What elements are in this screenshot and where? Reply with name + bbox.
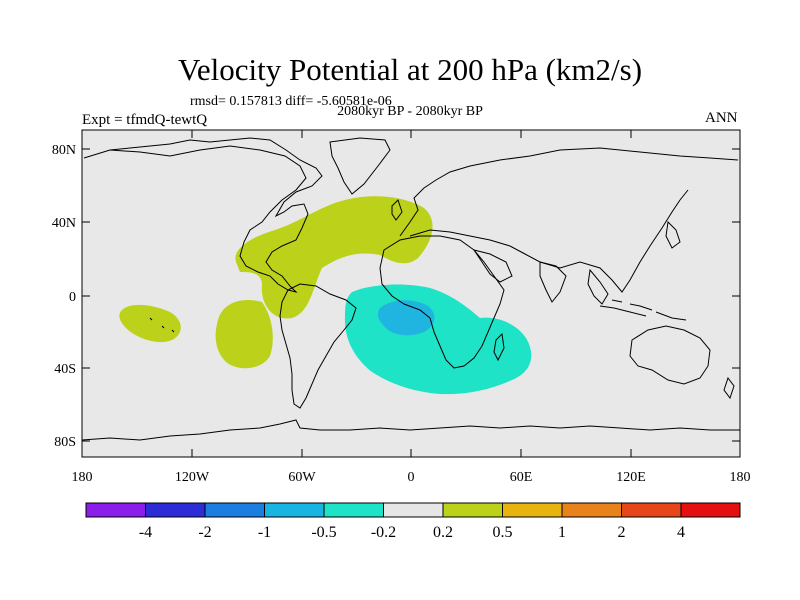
x-tick-label-180-west: 180: [72, 470, 93, 485]
colorbar-label-3: -1: [258, 524, 271, 541]
season-label: ANN: [705, 110, 738, 126]
colorbar-box-2: [145, 502, 206, 518]
colorbar-box-7: [442, 502, 503, 518]
colorbar-label-6: 0.2: [433, 524, 453, 541]
x-tick-label-60w: 60W: [288, 470, 316, 485]
colorbar-label-4: -0.5: [311, 524, 336, 541]
y-ticks: [82, 130, 740, 457]
experiment-label: Expt = tfmdQ-tewtQ: [82, 112, 208, 128]
colorbar-label-7: 0.5: [493, 524, 513, 541]
colorbar-box-3: [204, 502, 265, 518]
y-tick-label-80n: 80N: [52, 143, 76, 158]
colorbar-label-10: 4: [677, 524, 685, 541]
colorbar-box-6: [383, 502, 444, 518]
colorbar-box-10: [621, 502, 682, 518]
plot-title: Velocity Potential at 200 hPa (km2/s): [177, 52, 643, 87]
colorbar-box-11: [680, 502, 741, 518]
colorbar-label-1: -4: [139, 524, 152, 541]
x-tick-label-60e: 60E: [510, 470, 533, 485]
anomaly-positive-southeast-pacific: [215, 300, 273, 369]
colorbar: [85, 502, 741, 518]
y-tick-label-80s: 80S: [54, 435, 76, 450]
coastlines: [82, 137, 740, 441]
x-tick-label-180-east: 180: [730, 470, 751, 485]
x-tick-label-120e: 120E: [616, 470, 646, 485]
colorbar-label-2: -2: [198, 524, 211, 541]
colorbar-box-1: [85, 502, 146, 518]
x-tick-label-120w: 120W: [175, 470, 210, 485]
colorbar-box-9: [561, 502, 622, 518]
colorbar-box-4: [264, 502, 325, 518]
colorbar-box-8: [502, 502, 563, 518]
subtitle-label: 2080kyr BP - 2080kyr BP: [337, 104, 483, 119]
y-tick-label-0: 0: [69, 290, 76, 305]
anomaly-negative-congo: [377, 300, 435, 336]
stats-label: rmsd= 0.157813 diff= -5.60581e-06: [190, 94, 392, 109]
colorbar-label-8: 1: [558, 524, 566, 541]
anomaly-fields: [82, 137, 740, 441]
colorbar-label-9: 2: [618, 524, 626, 541]
y-tick-label-40n: 40N: [52, 216, 76, 231]
x-tick-label-0: 0: [408, 470, 415, 485]
colorbar-label-5: -0.2: [371, 524, 396, 541]
colorbar-box-5: [323, 502, 384, 518]
anomaly-positive-south-pacific: [119, 304, 181, 343]
y-tick-label-40s: 40S: [54, 362, 76, 377]
